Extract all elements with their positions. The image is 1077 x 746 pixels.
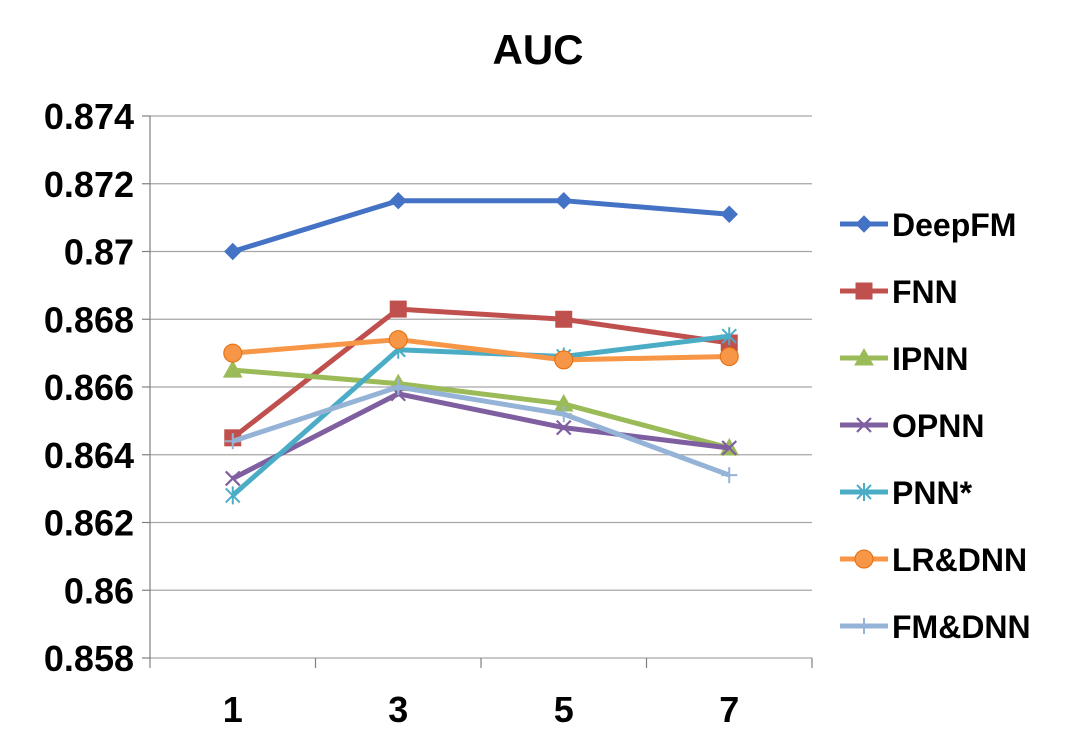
legend-item: PNN* — [840, 475, 973, 511]
x-axis-ticks: 1 3 5 7 — [223, 689, 740, 730]
data-point-marker — [856, 618, 872, 634]
data-point-marker — [390, 379, 407, 395]
data-point-marker — [856, 483, 872, 501]
data-point-marker — [720, 205, 738, 223]
data-point-marker — [721, 440, 738, 456]
data-point-marker — [719, 347, 739, 367]
data-point-marker — [854, 347, 874, 366]
data-point-marker — [222, 360, 243, 378]
series-line — [231, 333, 730, 498]
data-point-marker — [224, 242, 242, 261]
y-tick-label: 0.86 — [64, 570, 134, 611]
data-point-marker — [555, 419, 572, 436]
series-deepfm — [224, 191, 738, 261]
series-lr-dnn — [223, 330, 739, 370]
x-tick-label: 1 — [223, 689, 243, 730]
data-point-marker — [856, 417, 872, 433]
series-line — [231, 384, 731, 478]
data-point-marker — [225, 486, 241, 505]
chart-title: AUC — [493, 26, 584, 73]
data-point-marker — [555, 191, 573, 210]
legend: DeepFM FNN IPNN OPNN PNN* LR&DNN FM&DNN — [840, 207, 1031, 645]
x-tick-label: 5 — [554, 689, 574, 730]
y-tick-label: 0.872 — [44, 164, 134, 205]
series-line — [231, 391, 730, 481]
axes — [142, 115, 813, 668]
legend-label: DeepFM — [892, 207, 1016, 243]
y-tick-label: 0.862 — [44, 503, 134, 544]
y-tick-label: 0.874 — [44, 96, 134, 137]
data-point-marker — [855, 215, 873, 233]
data-point-marker — [224, 470, 241, 487]
legend-item: FM&DNN — [840, 609, 1031, 645]
data-point-marker — [721, 467, 738, 484]
data-point-marker — [555, 310, 573, 328]
legend-label: PNN* — [892, 475, 973, 511]
legend-label: FM&DNN — [892, 609, 1031, 645]
legend-label: IPNN — [892, 341, 968, 377]
series-line — [232, 367, 730, 451]
data-point-marker — [555, 406, 572, 423]
legend-item: DeepFM — [840, 207, 1016, 243]
y-tick-label: 0.866 — [44, 367, 134, 408]
legend-label: LR&DNN — [892, 542, 1027, 578]
data-point-marker — [554, 350, 574, 370]
data-point-marker — [223, 343, 243, 363]
legend-item: LR&DNN — [840, 542, 1027, 578]
legend-label: OPNN — [892, 408, 984, 444]
y-tick-label: 0.858 — [44, 638, 134, 679]
data-point-marker — [224, 433, 241, 450]
grid — [150, 115, 812, 659]
legend-item: IPNN — [840, 341, 968, 377]
y-tick-label: 0.868 — [44, 299, 134, 340]
data-point-marker — [389, 191, 407, 210]
data-point-marker — [388, 330, 408, 350]
legend-label: FNN — [892, 274, 958, 310]
y-tick-label: 0.87 — [64, 232, 134, 273]
series-line — [232, 337, 730, 363]
data-point-marker — [389, 300, 407, 318]
y-axis-ticks: 0.858 0.86 0.862 0.864 0.866 0.868 0.87 0.872 0.… — [44, 96, 134, 679]
data-point-marker — [721, 327, 737, 346]
series-line — [231, 306, 730, 440]
x-tick-label: 7 — [719, 689, 739, 730]
series-line — [232, 198, 730, 254]
data-point-marker — [855, 282, 873, 300]
x-tick-label: 3 — [388, 689, 408, 730]
data-point-marker — [854, 549, 874, 569]
y-tick-label: 0.864 — [44, 435, 134, 476]
legend-item: OPNN — [840, 408, 984, 444]
series-group — [222, 191, 740, 505]
series-fm-dnn — [224, 379, 738, 484]
legend-item: FNN — [840, 274, 958, 310]
